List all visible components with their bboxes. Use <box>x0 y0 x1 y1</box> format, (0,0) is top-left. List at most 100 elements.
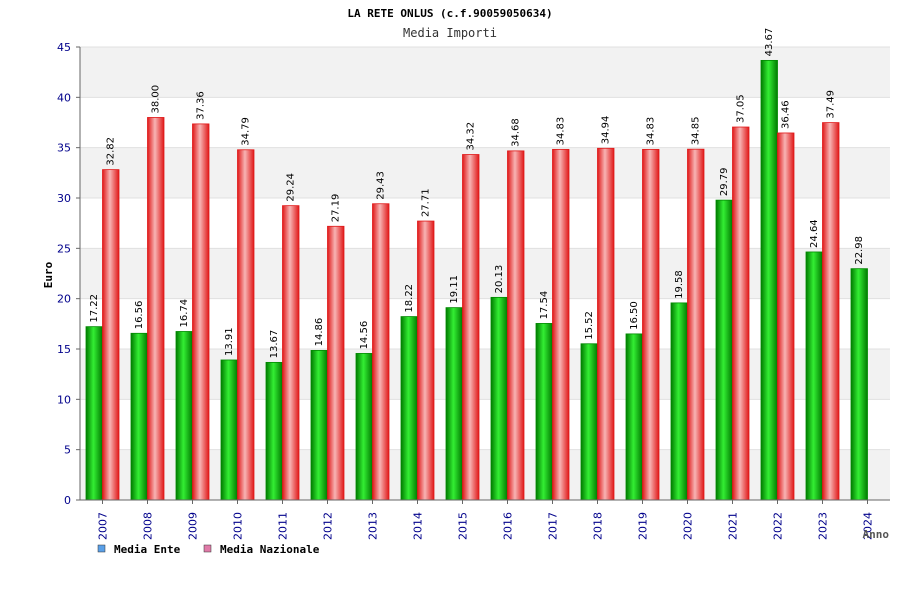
data-label-media-ente: 20.13 <box>494 265 505 294</box>
data-label-media-nazionale: 34.68 <box>511 118 522 147</box>
bar-media-ente <box>445 307 463 501</box>
data-label-media-ente: 29.79 <box>719 167 730 196</box>
x-tick-label: 2015 <box>457 512 470 540</box>
bar-media-nazionale <box>597 147 615 501</box>
data-label-media-ente: 13.67 <box>269 330 280 359</box>
x-tick-label: 2008 <box>142 512 155 540</box>
data-label-media-ente: 18.22 <box>404 284 415 313</box>
x-tick-label: 2007 <box>97 512 110 540</box>
bar-media-ente <box>805 251 823 501</box>
bar-media-nazionale <box>192 123 210 501</box>
bar-media-ente <box>355 353 373 501</box>
x-tick-label: 2021 <box>727 512 740 540</box>
bar-media-ente <box>130 332 148 501</box>
data-label-media-ente: 19.58 <box>674 270 685 299</box>
bar-media-nazionale <box>822 122 840 501</box>
y-axis-title: Euro <box>42 261 55 288</box>
bar-media-ente <box>580 343 598 501</box>
y-tick-label: 20 <box>57 293 71 306</box>
bar-media-nazionale <box>732 126 750 501</box>
x-tick-label: 2022 <box>772 512 785 540</box>
bar-media-ente <box>175 331 193 501</box>
x-tick-label: 2013 <box>367 512 380 540</box>
x-tick-label: 2014 <box>412 512 425 540</box>
data-label-media-nazionale: 37.05 <box>736 94 747 123</box>
legend-swatch-media-ente <box>97 544 106 553</box>
bar-media-nazionale <box>462 154 480 501</box>
bar-media-nazionale <box>642 148 660 501</box>
bar-media-nazionale <box>777 132 795 501</box>
data-label-media-ente: 17.22 <box>89 294 100 323</box>
data-label-media-nazionale: 34.79 <box>241 117 252 146</box>
bar-media-nazionale <box>147 117 165 501</box>
y-axis-tick-labels: 0 5 10 15 20 25 30 35 40 45 <box>57 41 71 507</box>
legend-label-media-nazionale: Media Nazionale <box>220 543 320 556</box>
gridlines <box>76 46 890 501</box>
y-tick-label: 10 <box>57 393 71 406</box>
y-tick-label: 25 <box>57 242 71 255</box>
bar-media-ente <box>220 359 238 501</box>
data-label-media-ente: 13.91 <box>224 327 235 356</box>
bar-media-nazionale <box>552 148 570 501</box>
data-label-media-ente: 43.67 <box>764 28 775 57</box>
y-tick-label: 0 <box>64 494 71 507</box>
data-label-media-ente: 17.54 <box>539 291 550 320</box>
plot-band <box>80 349 890 400</box>
data-label-media-nazionale: 27.19 <box>331 194 342 223</box>
data-label-media-nazionale: 34.83 <box>646 117 657 146</box>
y-tick-label: 45 <box>57 41 71 54</box>
bar-media-nazionale <box>237 149 255 501</box>
data-label-media-ente: 16.56 <box>134 301 145 330</box>
x-axis-title: Anno <box>863 528 890 541</box>
bar-media-ente <box>670 302 688 501</box>
plot-background <box>80 47 890 500</box>
data-label-media-ente: 24.64 <box>809 219 820 248</box>
x-axis-tick-labels: 2007 2008 2009 2010 2011 2012 2013 2014 2015 2016… <box>97 500 875 540</box>
data-label-media-nazionale: 37.36 <box>196 91 207 120</box>
bar-media-ente <box>85 326 103 501</box>
y-tick-label: 5 <box>64 444 71 457</box>
data-label-media-nazionale: 38.00 <box>151 85 162 114</box>
bar-media-nazionale <box>417 220 435 501</box>
plot-band <box>80 47 890 98</box>
data-label-media-nazionale: 32.82 <box>106 137 117 166</box>
x-tick-label: 2011 <box>277 512 290 540</box>
data-label-media-ente: 22.98 <box>854 236 865 265</box>
data-labels: 17.22 32.82 16.56 38.00 16.74 37.36 13.91 34.79… <box>89 28 865 359</box>
x-tick-label: 2023 <box>817 512 830 540</box>
data-label-media-nazionale: 34.94 <box>601 116 612 145</box>
bar-media-nazionale <box>372 203 390 501</box>
bar-media-ente <box>625 333 643 501</box>
bar-media-ente <box>760 59 778 501</box>
data-label-media-ente: 16.50 <box>629 301 640 330</box>
bar-media-nazionale <box>507 150 525 501</box>
legend: Media Ente Media Nazionale <box>97 543 320 556</box>
x-tick-label: 2024 <box>862 512 875 540</box>
y-tick-label: 35 <box>57 142 71 155</box>
bars <box>85 59 868 501</box>
chart-title: LA RETE ONLUS (c.f.90059050634) <box>347 7 552 20</box>
bar-media-nazionale <box>687 148 705 501</box>
data-label-media-nazionale: 29.24 <box>286 173 297 202</box>
x-tick-label: 2012 <box>322 512 335 540</box>
data-label-media-nazionale: 34.83 <box>556 117 567 146</box>
y-tick-label: 30 <box>57 192 71 205</box>
bar-media-ente <box>535 323 553 501</box>
plot-band <box>80 248 890 299</box>
x-tick-label: 2019 <box>637 512 650 540</box>
data-label-media-ente: 14.56 <box>359 321 370 350</box>
data-label-media-nazionale: 36.46 <box>781 100 792 129</box>
bar-media-ente <box>850 268 868 501</box>
data-label-media-nazionale: 37.49 <box>826 90 837 119</box>
data-label-media-ente: 19.11 <box>449 275 460 304</box>
data-label-media-ente: 16.74 <box>179 299 190 328</box>
y-tick-label: 40 <box>57 91 71 104</box>
bar-media-ente <box>715 199 733 501</box>
x-tick-label: 2010 <box>232 512 245 540</box>
bar-media-nazionale <box>102 169 120 501</box>
bar-media-nazionale <box>282 205 300 501</box>
x-tick-label: 2017 <box>547 512 560 540</box>
data-label-media-nazionale: 34.32 <box>466 122 477 151</box>
bar-media-ente <box>490 296 508 501</box>
